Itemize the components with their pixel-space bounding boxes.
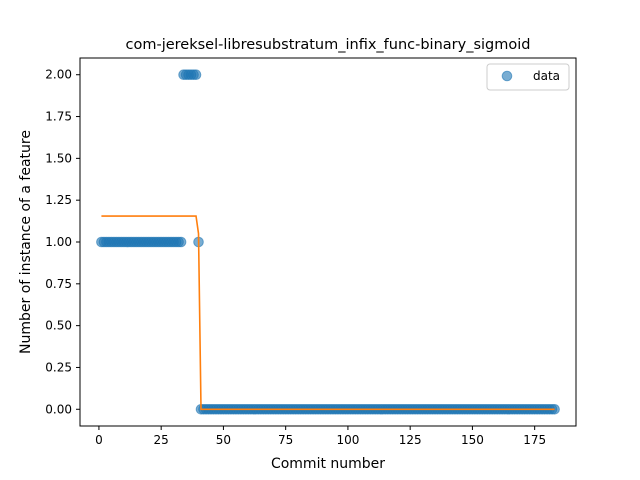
y-tick-label: 1.50: [45, 151, 72, 165]
y-tick-label: 2.00: [45, 68, 72, 82]
chart-title: com-jereksel-libresubstratum_infix_func-…: [126, 37, 531, 53]
x-axis-label: Commit number: [271, 456, 385, 472]
x-tick-label: 125: [399, 433, 422, 447]
legend-label-data: data: [533, 69, 560, 83]
x-tick-label: 50: [216, 433, 231, 447]
legend-marker-data: [501, 70, 513, 82]
y-tick-label: 1.00: [45, 235, 72, 249]
y-axis-label: Number of instance of a feature: [18, 130, 34, 354]
y-tick-label: 0.25: [45, 360, 72, 374]
y-tick-label: 0.00: [45, 402, 72, 416]
x-tick-label: 25: [154, 433, 169, 447]
x-tick-label: 150: [461, 433, 484, 447]
y-tick-label: 0.50: [45, 319, 72, 333]
y-tick-label: 1.75: [45, 110, 72, 124]
legend-box: [486, 63, 570, 91]
fit-line: [101, 215, 555, 411]
x-tick-label: 175: [523, 433, 546, 447]
x-tick-label: 75: [278, 433, 293, 447]
plot-area: 0 25 50 75 100 125 150 175 0.00 0.25 0.50 0.75 1.00 1…: [45, 57, 577, 447]
x-tick-label: 0: [95, 433, 103, 447]
scatter-point: [190, 69, 202, 81]
y-tick-label: 1.25: [45, 193, 72, 207]
scatter-point: [175, 236, 187, 248]
y-tick-label: 0.75: [45, 277, 72, 291]
x-tick-label: 100: [336, 433, 359, 447]
legend: data: [486, 63, 570, 91]
